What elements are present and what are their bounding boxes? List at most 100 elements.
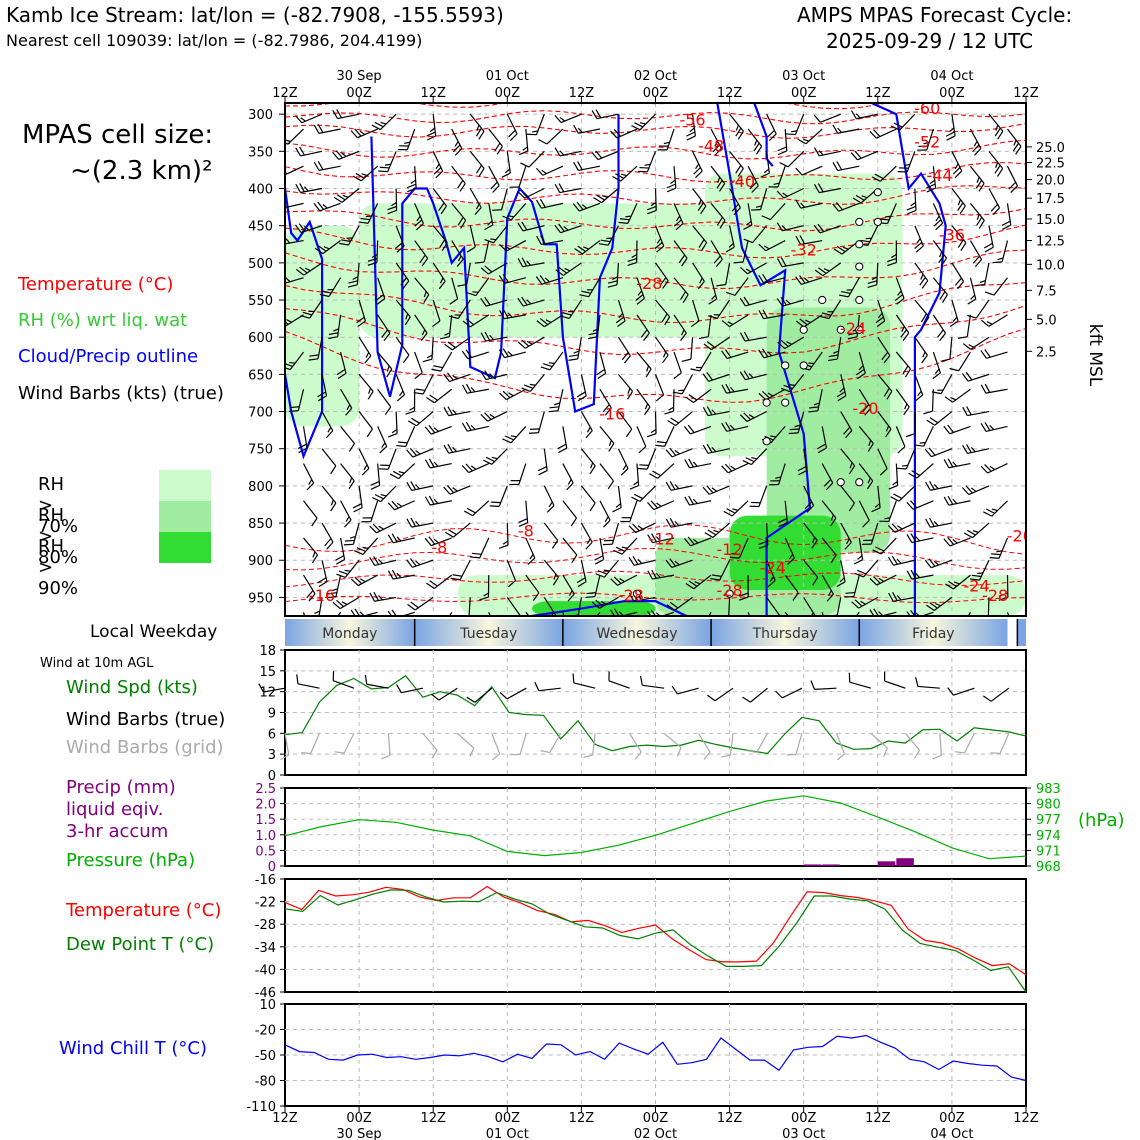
- temperature-contour-label: -8: [431, 538, 447, 557]
- profile-wind-barb: [517, 336, 545, 349]
- profile-wind-barb: [536, 235, 563, 246]
- profile-wind-barb: [758, 348, 786, 359]
- windchill-panel-ytick-label: -50: [255, 1049, 276, 1064]
- profile-wind-barb: [506, 560, 517, 588]
- wind-panel-ytick-label: 12: [259, 686, 276, 701]
- temperature-contour-label: -24: [964, 576, 990, 595]
- profile-wind-barb: [488, 128, 503, 155]
- weekday-cell: [1017, 619, 1026, 646]
- profile-wind-barb: [451, 165, 466, 192]
- temperature-contour-label: -28: [618, 586, 644, 605]
- profile-wind-barb: [509, 463, 527, 486]
- profile-wind-barb: [414, 277, 430, 303]
- pressure-ytick-label: 971: [1036, 844, 1061, 859]
- profile-wind-barb: [821, 500, 837, 527]
- surface-grid-barb: [422, 732, 438, 759]
- profile-wind-barb: [591, 150, 619, 161]
- profile-wind-barb: [295, 223, 323, 234]
- profile-wind-barb: [969, 165, 985, 192]
- surface-grid-barb: [835, 733, 846, 761]
- temp-panel-ytick-label: -46: [255, 986, 276, 1001]
- profile-wind-barb: [462, 383, 489, 394]
- precip-symbol: [632, 589, 642, 598]
- profile-wind-barb: [850, 110, 878, 120]
- profile-wind-barb: [861, 522, 879, 545]
- profile-wind-barb: [593, 188, 619, 204]
- profile-wind-barb: [333, 188, 360, 203]
- profile-wind-barb: [832, 202, 860, 212]
- profile-wind-barb: [636, 426, 647, 454]
- profile-wind-barb: [369, 591, 397, 602]
- profile-wind-barb: [406, 166, 417, 193]
- profile-wind-barb: [897, 151, 916, 173]
- profile-wind-barb: [926, 411, 953, 426]
- profile-wind-barb: [932, 240, 948, 267]
- profile-wind-barb: [667, 411, 693, 427]
- profile-wind-barb: [895, 388, 910, 416]
- profile-wind-barb: [439, 314, 453, 340]
- temperature-contour-label: -52: [914, 133, 940, 152]
- wind-panel-ytick-label: 6: [268, 727, 276, 742]
- profile-wind-barb: [969, 202, 985, 229]
- surface-grid-barb: [540, 733, 562, 754]
- profile-wind-barb: [573, 124, 601, 134]
- profile-wind-barb: [350, 574, 378, 587]
- precip-bar: [822, 864, 840, 866]
- profile-wind-barb: [924, 558, 953, 569]
- temperature-contour-label: -24: [760, 559, 786, 578]
- profile-wind-barb: [555, 262, 582, 276]
- temperature-contour-label: -16: [599, 405, 625, 424]
- profile-ytick-label: 650: [248, 368, 273, 383]
- profile-wind-barb: [488, 165, 500, 193]
- profile-wind-barb: [375, 277, 386, 305]
- rh-region-70: [359, 203, 718, 338]
- weekday-cell: [859, 619, 1008, 646]
- profile-wind-barb: [369, 522, 397, 534]
- profile-wind-barb: [776, 187, 804, 199]
- profile-wind-barb: [721, 422, 749, 432]
- temperature-contour-label: -64: [432, 87, 458, 106]
- top-date-label: 03 Oct: [782, 69, 825, 84]
- precip-symbol: [762, 437, 771, 446]
- profile-wind-barb: [521, 373, 545, 392]
- profile-wind-barb: [951, 188, 966, 215]
- profile-wind-barb: [729, 537, 749, 559]
- profile-wind-barb: [890, 485, 916, 502]
- profile-wind-barb: [317, 560, 328, 588]
- profile-wind-barb: [655, 426, 675, 447]
- temperature-contour-label: -28: [717, 581, 743, 600]
- profile-wind-barb: [758, 388, 786, 401]
- profile-ytick-label: 750: [248, 443, 273, 458]
- profile-wind-barb: [686, 114, 696, 141]
- profile-wind-barb: [319, 277, 342, 298]
- profile-wind-barb: [962, 336, 990, 350]
- legend-precip: Precip (mm): [66, 777, 176, 798]
- profile-wind-barb: [484, 225, 508, 244]
- precip-symbol: [781, 398, 790, 407]
- profile-wind-barb: [813, 147, 841, 157]
- profile-wind-barb: [457, 262, 471, 287]
- profile-wind-barb: [664, 389, 675, 415]
- profile-wind-barb: [520, 150, 545, 168]
- profile-wind-barb: [610, 574, 638, 586]
- profile-wind-barb: [424, 495, 452, 506]
- profile-wind-barb: [591, 596, 619, 609]
- profile-wind-barb: [369, 556, 397, 567]
- profile-wind-barb: [332, 109, 360, 120]
- surface-grid-barb: [491, 733, 501, 761]
- profile-wind-barb: [854, 559, 879, 578]
- profile-wind-barb: [844, 574, 860, 598]
- station-title: Kamb Ice Stream: lat/lon = (-82.7908, -1…: [6, 3, 504, 27]
- profile-wind-barb: [489, 485, 508, 507]
- profile-wind-barb: [684, 458, 712, 469]
- profile-wind-barb: [721, 349, 749, 360]
- precip-symbol: [799, 325, 808, 334]
- temperature-contour-label: -36: [939, 226, 965, 245]
- windchill-panel-ytick-label: -20: [255, 1024, 276, 1039]
- precip-symbol: [855, 325, 864, 334]
- profile-wind-barb: [635, 277, 645, 305]
- top-time-label: 12Z: [717, 86, 743, 101]
- profile-wind-barb: [710, 128, 722, 156]
- profile-wind-barb: [528, 411, 545, 434]
- profile-wind-barb: [888, 463, 899, 490]
